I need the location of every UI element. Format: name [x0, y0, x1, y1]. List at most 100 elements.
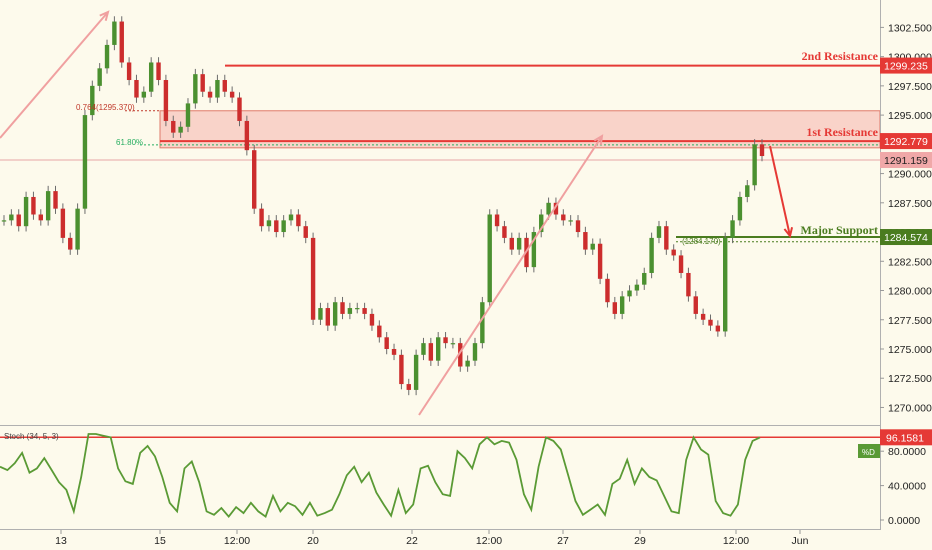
candle-body: [443, 337, 448, 344]
tag-first-resistance-bg: [880, 133, 932, 150]
candle-body: [178, 126, 183, 133]
tag-current-price: 1291.159: [884, 155, 928, 167]
candle-body: [325, 308, 331, 326]
candle-body: [38, 214, 43, 221]
tag-second-resistance: 1299.235: [884, 61, 928, 73]
tag-second-resistance-bg: [880, 57, 932, 74]
fib-level-label: 0.764(1295.370): [76, 103, 135, 112]
candle-body: [509, 237, 514, 250]
candle-body: [185, 103, 191, 127]
candle-body: [200, 74, 205, 92]
candle-body: [752, 144, 757, 186]
candle-body: [310, 237, 316, 320]
candle-body: [619, 296, 625, 314]
candle-body: [435, 337, 441, 361]
candle-body: [664, 226, 669, 250]
candle-body: [1, 220, 7, 222]
candle-body: [45, 191, 51, 221]
candle-body: [23, 196, 29, 227]
price-tick-label: 1297.500: [888, 81, 932, 93]
candle-body: [9, 214, 14, 221]
candle-body: [53, 191, 58, 209]
time-tick-label: 29: [634, 535, 646, 547]
candle-body: [539, 214, 544, 233]
price-plot[interactable]: [0, 10, 881, 416]
candle-body: [708, 319, 713, 326]
bearish-arrow: [769, 145, 791, 237]
candle-body: [303, 226, 308, 238]
candle-body: [634, 284, 640, 291]
resistance-zone: [159, 110, 881, 149]
uptrend-arrow-left-head: [99, 10, 110, 21]
candle-body: [215, 80, 220, 98]
candle-body: [369, 313, 375, 326]
candle-body: [656, 226, 662, 238]
candle-body: [391, 348, 397, 355]
candle-body: [16, 214, 21, 227]
candle-body: [288, 214, 294, 221]
candle-body: [472, 343, 478, 361]
candle-body: [421, 343, 426, 355]
first-resistance-label: 1st Resistance: [806, 125, 878, 139]
stochastic-panel[interactable]: [0, 433, 880, 519]
candle-body: [583, 232, 588, 250]
time-tick-label: 13: [55, 535, 67, 547]
bearish-arrow-head: [783, 227, 794, 239]
time-tick-label: 12:00: [224, 535, 250, 547]
time-tick-label: 15: [154, 535, 166, 547]
candle-body: [207, 91, 213, 98]
candle-body: [553, 202, 559, 215]
price-tags: 1299.235 1292.779 1291.159 1284.574 96.1581%…: [858, 57, 932, 458]
candle-body: [737, 196, 743, 221]
candle-body: [745, 185, 750, 197]
candle-body: [465, 360, 470, 367]
candle-body: [229, 91, 235, 98]
candle-body: [31, 196, 36, 215]
candle-body: [494, 214, 500, 227]
tag-current-price-bg: [880, 152, 932, 169]
candle-body: [642, 272, 647, 285]
candle-body: [222, 80, 227, 92]
candle-body: [193, 74, 198, 104]
candle-body: [597, 243, 603, 279]
candle-body: [90, 85, 95, 116]
candle-body: [259, 208, 264, 227]
candle-body: [163, 80, 169, 121]
candle-body: [627, 290, 632, 297]
uptrend-arrow-left: [0, 11, 109, 139]
candle-body: [561, 214, 566, 221]
time-tick-label: 12:00: [723, 535, 749, 547]
candle-body: [516, 237, 522, 250]
candle-body: [413, 354, 419, 390]
candle-body: [362, 308, 367, 314]
candle-body: [252, 150, 257, 209]
candle-body: [237, 97, 242, 121]
stoch-legend-label: %D: [862, 448, 875, 457]
fib-percent-label: 61.80%: [116, 138, 143, 147]
candle-body: [531, 232, 537, 268]
candle-body: [605, 278, 610, 303]
candle-body: [377, 325, 382, 338]
candle-body: [546, 202, 551, 215]
candle-body: [355, 308, 360, 310]
candle-body: [678, 255, 684, 273]
candle-body: [715, 325, 721, 332]
candle-body: [450, 343, 456, 345]
candle-body: [318, 308, 323, 320]
candle-body: [730, 220, 735, 238]
time-tick-label: 27: [557, 535, 569, 547]
candle-body: [723, 237, 728, 332]
candle-body: [487, 214, 492, 303]
uptrend-arrow-right: [418, 135, 603, 416]
stoch-indicator-label: Stoch (34, 5, 3): [4, 432, 59, 441]
candle-body: [75, 208, 80, 250]
candle-body: [428, 343, 434, 361]
stoch-tick-label: 40.0000: [888, 481, 926, 493]
candle-body: [126, 62, 132, 81]
candle-body: [399, 354, 404, 385]
stoch-tick-label: 0.0000: [888, 515, 920, 527]
candle-body: [347, 308, 353, 314]
candle-body: [82, 115, 88, 209]
tag-stoch-bg: [880, 429, 932, 446]
